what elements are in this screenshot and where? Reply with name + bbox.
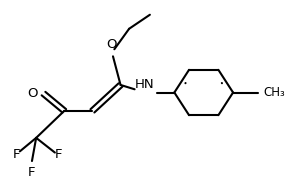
Text: HN: HN [135,78,155,91]
Text: O: O [107,38,117,51]
Text: F: F [28,166,35,179]
Text: F: F [54,148,62,161]
Text: O: O [28,87,38,100]
Text: F: F [13,148,20,161]
Text: CH₃: CH₃ [264,86,285,99]
